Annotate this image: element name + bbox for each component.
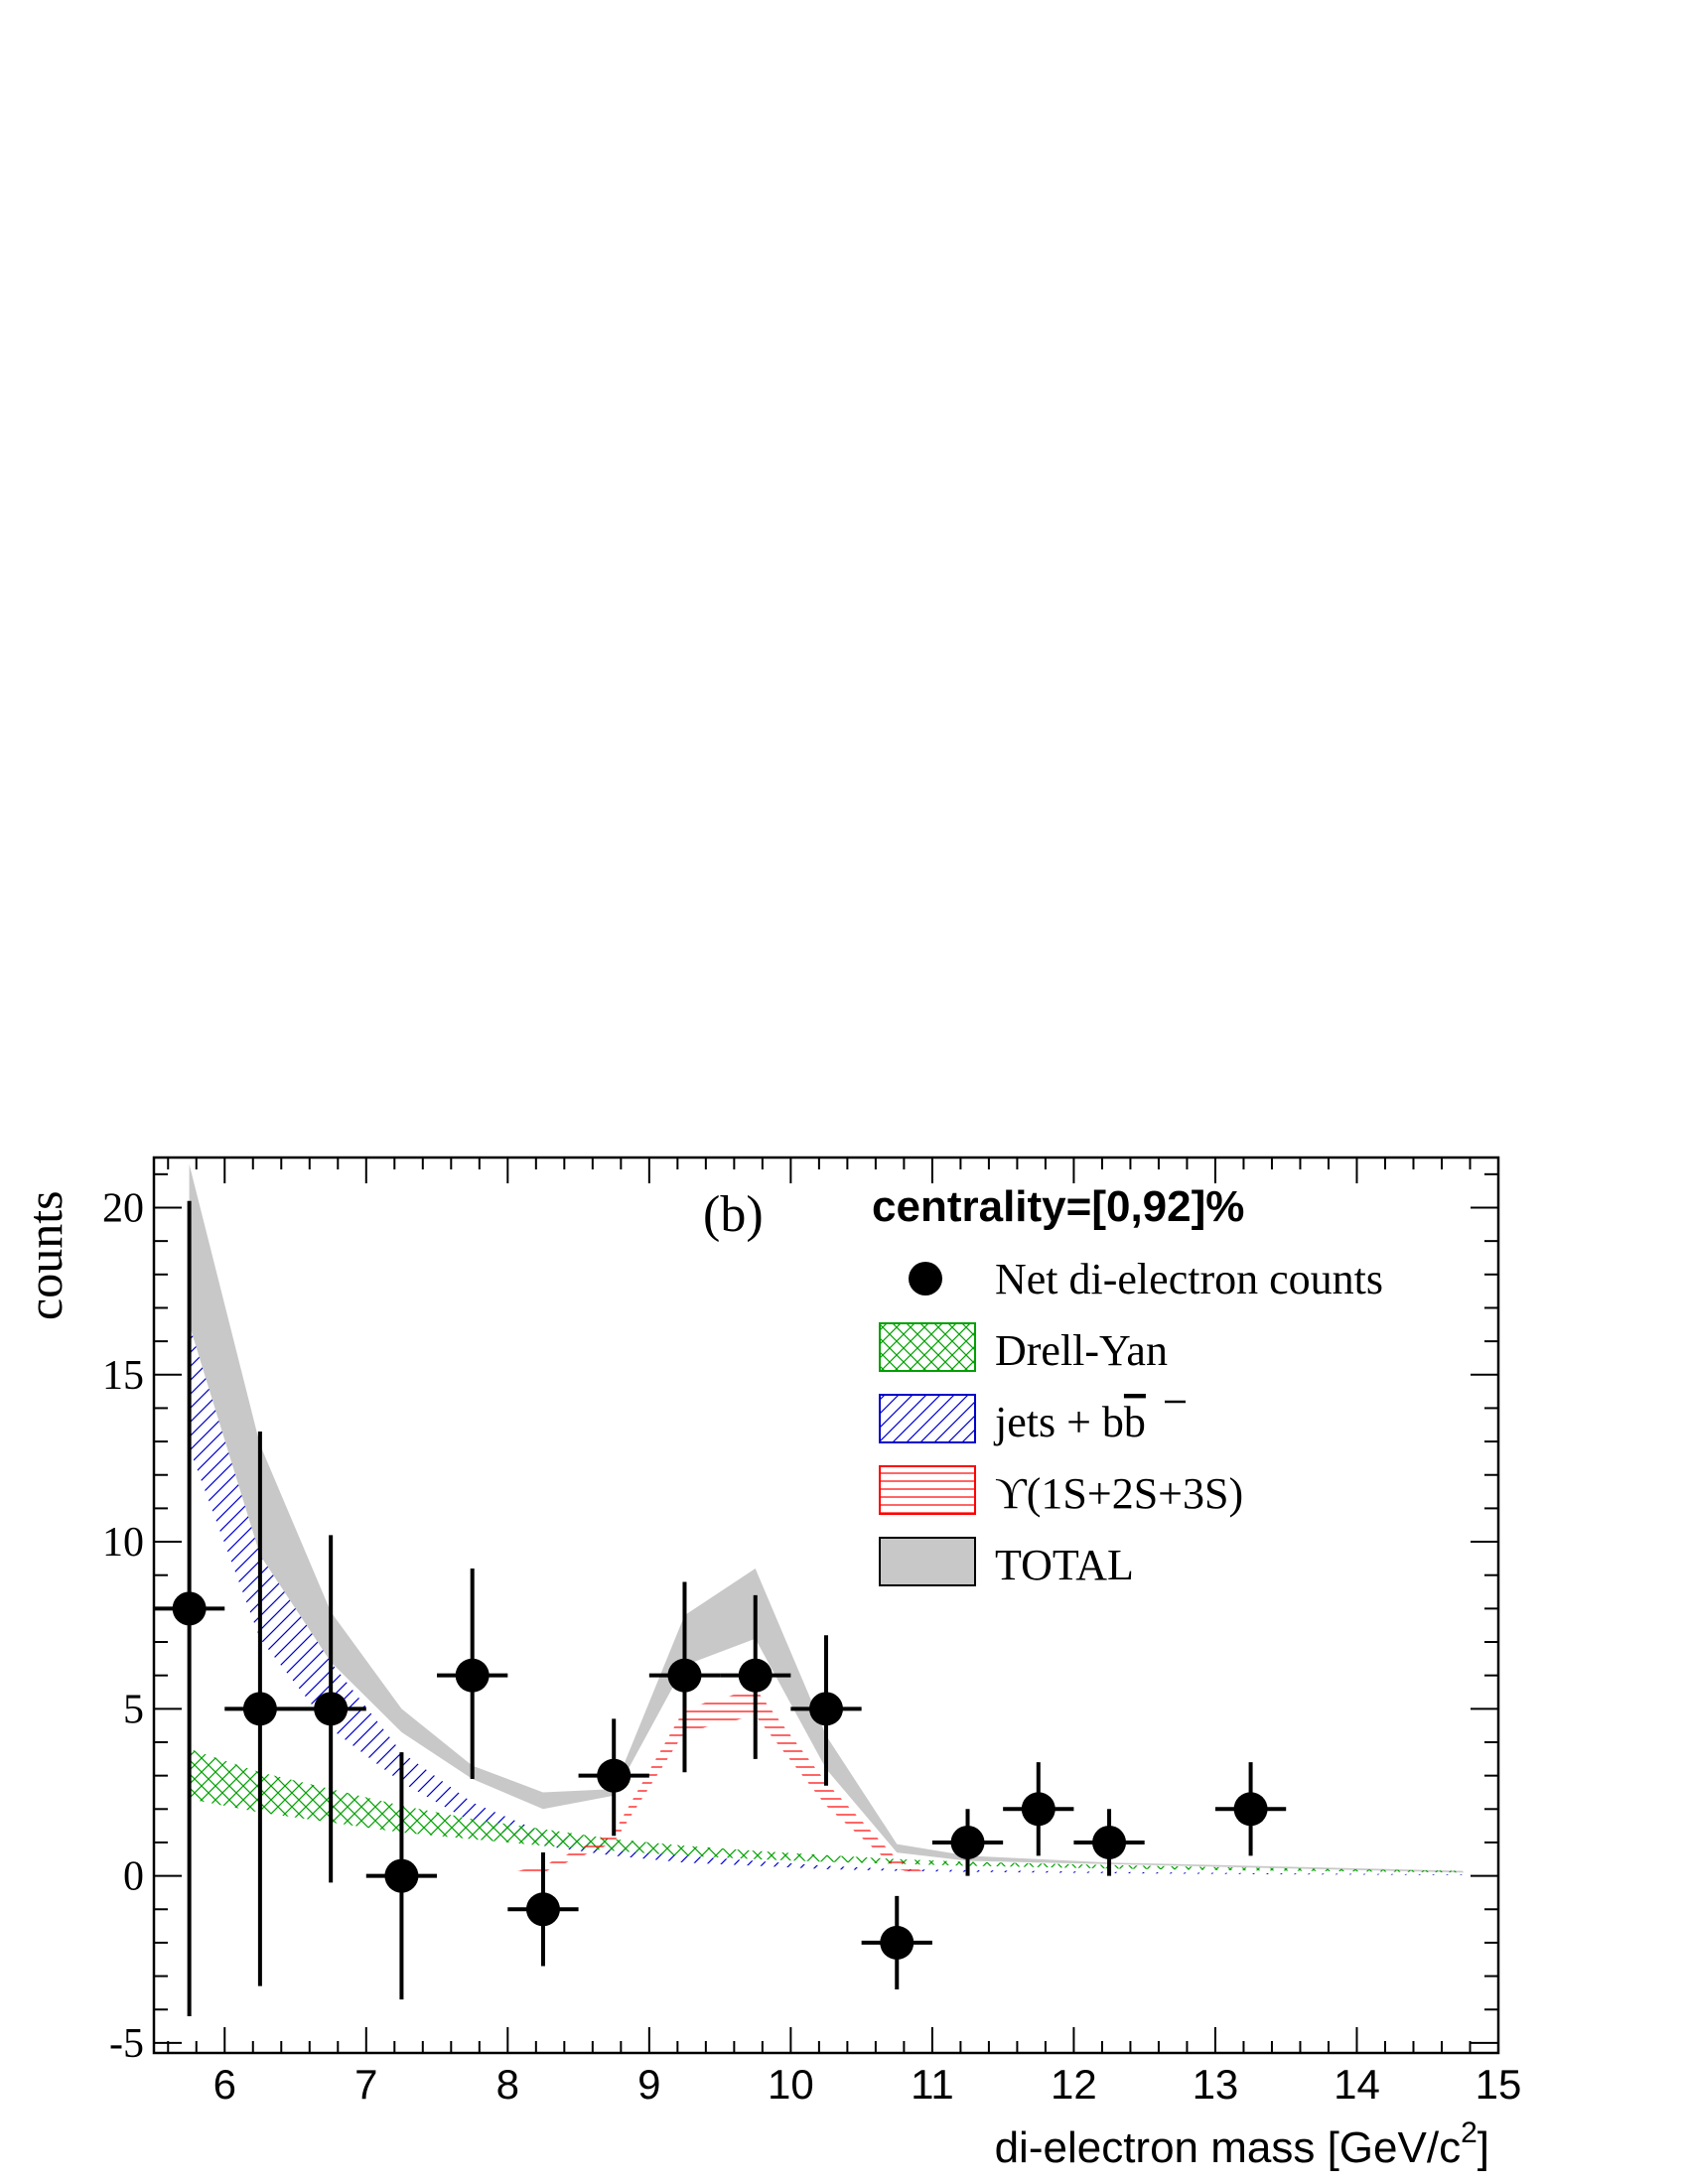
data-point-9 (720, 1594, 791, 1759)
x-tick-label: 15 (1476, 2061, 1522, 2108)
data-point-3 (295, 1535, 366, 1883)
x-tick-label: 10 (768, 2061, 814, 2108)
data-point-14 (1073, 1809, 1145, 1876)
data-point-5 (437, 1568, 508, 1780)
data-point-15 (1214, 1762, 1287, 1856)
x-tick-label: 11 (911, 2061, 954, 2108)
data-marker (1092, 1825, 1127, 1859)
x-axis-label-main: di-electron mass [GeV/c (995, 2123, 1462, 2172)
data-marker (738, 1658, 773, 1693)
y-tick-label: 20 (102, 1185, 144, 1231)
x-tick-label: 14 (1334, 2061, 1380, 2108)
legend: Net di-electron counts Drell-Yan jets + … (879, 1255, 1383, 1589)
legend-label-total: TOTAL (995, 1541, 1134, 1589)
legend-label-ups: ϒ(1S+2S+3S) (995, 1469, 1243, 1518)
data-marker (455, 1658, 490, 1693)
data-point-6 (507, 1852, 579, 1967)
legend-swatch-jets (879, 1394, 976, 1443)
data-marker (1021, 1792, 1055, 1827)
x-axis-label: di-electron mass [GeV/c2] (995, 2116, 1489, 2172)
data-marker (809, 1692, 843, 1726)
data-marker (597, 1758, 632, 1793)
plot-frame (152, 1156, 1500, 2055)
x-tick-label: 6 (213, 2061, 236, 2108)
data-marker (880, 1925, 914, 1960)
axes: 6 7 8 9 10 11 12 13 14 15 -5 0 5 10 15 20 (102, 1158, 1521, 2108)
y-tick-label: 15 (102, 1353, 144, 1399)
band-ups (493, 1689, 932, 1876)
y-tick-label: 0 (123, 1854, 144, 1900)
data-point-12 (931, 1809, 1004, 1876)
data-point-13 (1003, 1762, 1074, 1856)
model-bands (189, 1163, 1464, 1876)
data-point-4 (365, 1752, 438, 2000)
data-point-11 (861, 1895, 932, 1990)
data-marker (242, 1692, 277, 1726)
legend-title: centrality=[0,92]% (872, 1182, 1244, 1231)
legend-label-data: Net di-electron counts (995, 1255, 1383, 1303)
x-tick-label: 8 (496, 2061, 519, 2108)
x-tick-label: 7 (354, 2061, 377, 2108)
x-axis-label-sup: 2 (1461, 2116, 1477, 2149)
y-tick-label: -5 (109, 2021, 144, 2067)
data-point-2 (224, 1431, 296, 1986)
legend-marker-data (909, 1262, 942, 1296)
band-dy (189, 1748, 1464, 1873)
legend-label-jets: jets + bb (993, 1398, 1146, 1446)
data-marker (525, 1892, 560, 1927)
y-axis-label: counts (17, 1190, 72, 1320)
y-tick-label: 10 (102, 1520, 144, 1566)
panel-label: (b) (703, 1186, 764, 1243)
legend-label-dy: Drell-Yan (995, 1326, 1168, 1375)
x-tick-label: 13 (1193, 2061, 1239, 2108)
data-marker (950, 1825, 985, 1859)
data-point-10 (790, 1635, 862, 1786)
data-point-1 (154, 1200, 225, 2016)
y-tick-label: 5 (123, 1687, 144, 1732)
data-points (154, 1200, 1287, 2016)
x-tick-label: 9 (637, 2061, 660, 2108)
data-marker (1233, 1792, 1268, 1827)
data-marker (172, 1591, 207, 1626)
x-tick-label: 12 (1051, 2061, 1097, 2108)
legend-swatch-dy (879, 1322, 976, 1372)
legend-swatch-total (879, 1537, 976, 1586)
legend-label-jets-text: jets + b (993, 1398, 1124, 1446)
data-point-7 (578, 1718, 649, 1837)
data-marker (314, 1692, 349, 1726)
data-marker (384, 1858, 419, 1893)
x-axis-label-end: ] (1477, 2123, 1489, 2172)
legend-label-jets-bbar: b (1124, 1398, 1146, 1446)
legend-swatch-ups (879, 1465, 976, 1515)
data-marker (667, 1658, 702, 1693)
data-point-8 (648, 1581, 721, 1773)
